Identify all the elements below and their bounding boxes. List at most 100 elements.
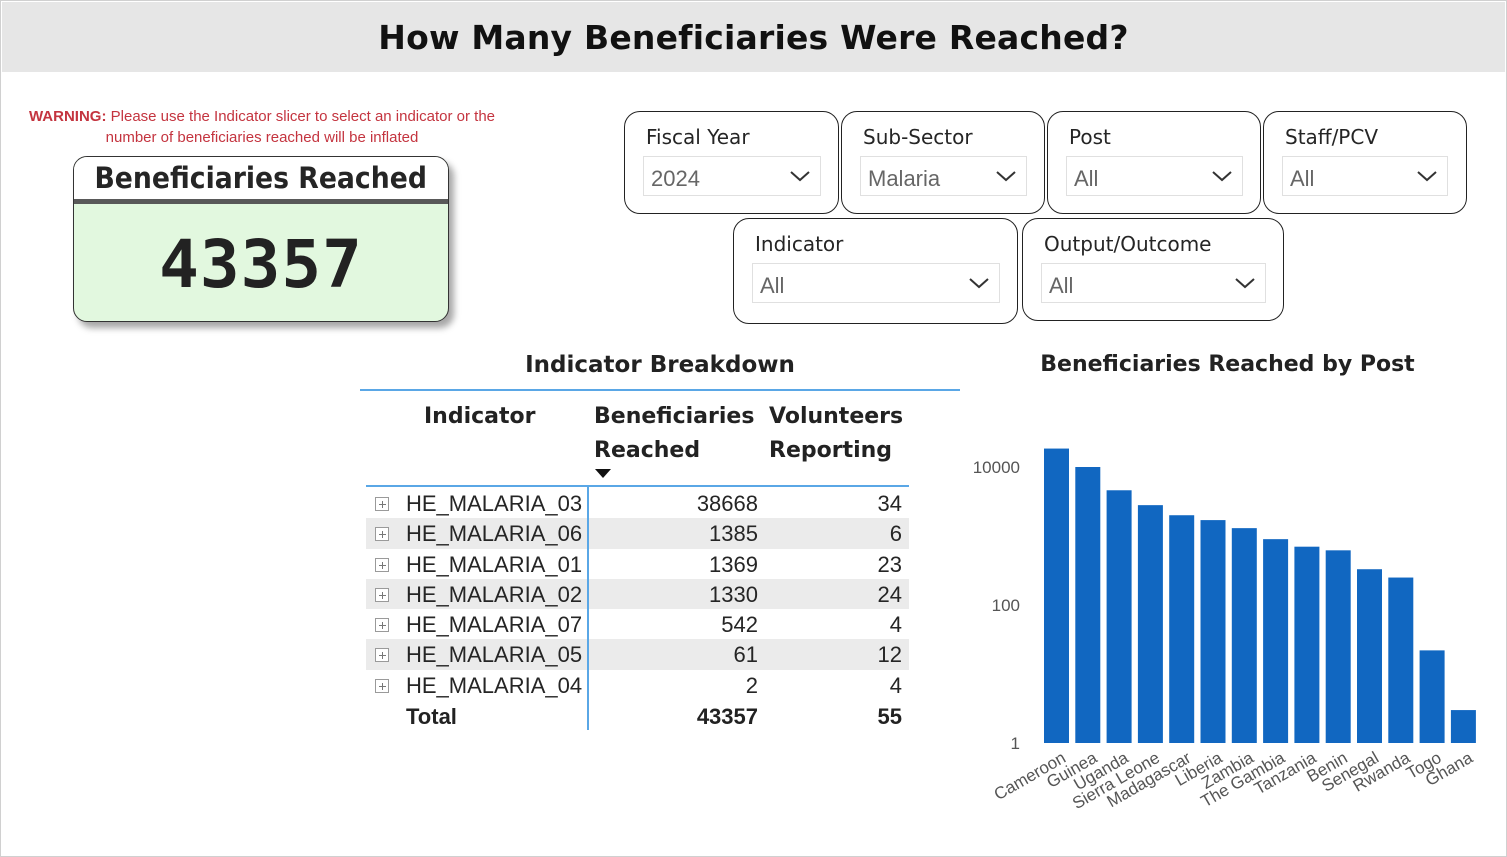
bar-liberia[interactable] — [1200, 520, 1226, 743]
header-bar: How Many Beneficiaries Were Reached? — [2, 2, 1505, 72]
post-dropdown[interactable]: All — [1066, 156, 1243, 196]
expand-icon[interactable] — [375, 618, 389, 633]
expand-icon[interactable] — [375, 497, 389, 511]
y-tick-label: 100 — [992, 596, 1020, 615]
slicer-label: Sub-Sector — [863, 125, 973, 149]
cell-beneficiaries: 2 — [745, 672, 758, 698]
slicer-post: Post All — [1047, 111, 1261, 214]
chevron-down-icon — [1212, 171, 1232, 182]
chevron-down-icon — [790, 171, 810, 182]
bar-rwanda[interactable] — [1388, 577, 1414, 743]
column-header-line: Volunteers — [769, 404, 904, 429]
sort-descending-icon — [595, 469, 611, 478]
dropdown-selected-value: Malaria — [868, 166, 941, 191]
header-divider — [366, 485, 909, 487]
bar-cameroon[interactable] — [1044, 448, 1069, 743]
cell-beneficiaries: 1330 — [709, 581, 758, 607]
slicer-label: Fiscal Year — [646, 125, 750, 149]
table-row: HE_MALARIA_07 542 4 — [366, 609, 909, 639]
table-row: HE_MALARIA_05 61 12 — [366, 639, 909, 670]
bar-ghana[interactable] — [1450, 710, 1476, 743]
cell-volunteers: 23 — [877, 551, 902, 577]
chevron-down-icon — [1417, 171, 1437, 182]
sub-sector-dropdown[interactable]: Malaria — [860, 156, 1027, 196]
table-total-row: Total 43357 55 — [366, 703, 909, 733]
chevron-down-icon — [1235, 278, 1255, 289]
expand-icon[interactable] — [375, 557, 389, 572]
fiscal-year-dropdown[interactable]: 2024 — [643, 156, 821, 196]
column-header-volunteers[interactable]: Volunteers Reporting — [769, 400, 903, 468]
column-divider — [587, 485, 589, 730]
cell-beneficiaries: 61 — [733, 642, 758, 668]
expand-icon[interactable] — [375, 587, 389, 602]
bar-senegal[interactable] — [1357, 569, 1382, 743]
total-beneficiaries: 43357 — [696, 704, 758, 729]
column-header-beneficiaries[interactable]: Beneficiaries Reached — [594, 400, 754, 468]
dropdown-selected-value: 2024 — [651, 166, 700, 191]
bar-guinea[interactable] — [1075, 467, 1101, 743]
bar-togo[interactable] — [1419, 650, 1445, 743]
total-volunteers: 55 — [877, 704, 902, 729]
staff-pcv-dropdown[interactable]: All — [1282, 156, 1448, 196]
column-header-line: Beneficiaries — [594, 404, 755, 429]
cell-indicator: HE_MALARIA_01 — [406, 551, 583, 577]
table-title: Indicator Breakdown — [525, 352, 795, 378]
dropdown-selected-value: All — [1049, 273, 1074, 298]
table-body: HE_MALARIA_03 38668 34 HE_MALARIA_06 138… — [366, 488, 909, 700]
expand-icon[interactable] — [375, 678, 389, 693]
table-row: HE_MALARIA_04 2 4 — [366, 670, 909, 700]
column-header-indicator[interactable]: Indicator — [424, 404, 536, 429]
slicer-label: Post — [1069, 125, 1111, 149]
slicer-staff-pcv: Staff/PCV All — [1263, 111, 1467, 214]
chevron-down-icon — [996, 171, 1016, 182]
cell-beneficiaries: 1385 — [709, 521, 758, 547]
cell-indicator: HE_MALARIA_06 — [406, 521, 583, 547]
page-title: How Many Beneficiaries Were Reached? — [378, 17, 1129, 57]
cell-indicator: HE_MALARIA_07 — [406, 612, 583, 638]
cell-beneficiaries: 542 — [721, 612, 758, 638]
slicer-sub-sector: Sub-Sector Malaria — [841, 111, 1045, 214]
warning-label: WARNING: — [28, 108, 107, 125]
table-row: HE_MALARIA_02 1330 24 — [366, 578, 909, 610]
cell-volunteers: 6 — [889, 521, 902, 547]
cell-volunteers: 24 — [877, 581, 902, 607]
expand-icon[interactable] — [375, 648, 389, 663]
warning-text: Please use the Indicator slicer to selec… — [105, 108, 496, 146]
slicer-label: Staff/PCV — [1285, 125, 1379, 149]
table-row: HE_MALARIA_01 1369 23 — [366, 549, 909, 579]
chevron-down-icon — [969, 278, 989, 289]
cell-indicator: HE_MALARIA_04 — [406, 672, 583, 698]
bar-sierra-leone[interactable] — [1137, 505, 1163, 743]
cell-indicator: HE_MALARIA_05 — [406, 642, 583, 668]
warning-message: WARNING: Please use the Indicator slicer… — [22, 106, 502, 148]
bar-benin[interactable] — [1325, 550, 1351, 743]
kpi-card-beneficiaries: Beneficiaries Reached 43357 — [73, 156, 449, 322]
table-title-divider — [360, 389, 960, 391]
column-header-line: Reached — [594, 438, 701, 463]
bar-the-gambia[interactable] — [1263, 539, 1289, 743]
expand-icon[interactable] — [375, 527, 389, 542]
cell-indicator: HE_MALARIA_02 — [406, 581, 583, 607]
indicator-dropdown[interactable]: All — [752, 263, 1000, 303]
table-row: HE_MALARIA_03 38668 34 — [366, 488, 909, 518]
cell-volunteers: 34 — [877, 491, 902, 516]
column-header-line: Reporting — [769, 438, 893, 463]
total-label: Total — [406, 704, 457, 729]
slicer-fiscal-year: Fiscal Year 2024 — [624, 111, 839, 214]
output-outcome-dropdown[interactable]: All — [1041, 263, 1266, 303]
bar-tanzania[interactable] — [1294, 546, 1320, 743]
y-tick-label: 1 — [1011, 734, 1020, 753]
kpi-card-value: 43357 — [159, 225, 363, 303]
bar-madagascar[interactable] — [1169, 515, 1195, 743]
kpi-card-body: 43357 — [74, 204, 448, 316]
cell-volunteers: 4 — [889, 612, 902, 638]
bar-uganda[interactable] — [1106, 490, 1132, 743]
kpi-card-title: Beneficiaries Reached — [94, 161, 428, 195]
slicer-label: Indicator — [755, 232, 844, 256]
bar-zambia[interactable] — [1231, 528, 1257, 743]
cell-indicator: HE_MALARIA_03 — [406, 491, 583, 516]
table-row: HE_MALARIA_06 1385 6 — [366, 518, 909, 549]
slicer-indicator: Indicator All — [733, 218, 1018, 324]
dropdown-selected-value: All — [1074, 166, 1099, 191]
